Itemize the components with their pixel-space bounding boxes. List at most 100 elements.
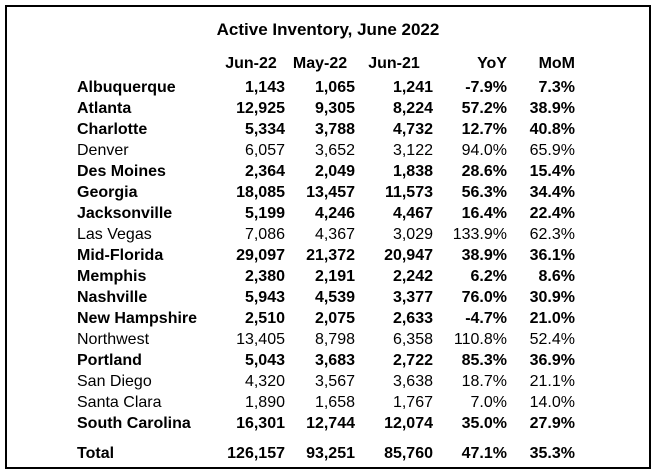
table-cell: 13,405 — [236, 331, 285, 348]
table-cell: 2,191 — [314, 268, 355, 285]
table-cell: 3,638 — [392, 373, 433, 390]
total-row: Total 126,157 93,251 85,760 47.1% 35.3% — [77, 434, 575, 464]
table-row: Denver 6,057 3,652 3,122 94.0% 65.9% — [77, 140, 575, 161]
row-label: Des Moines — [77, 163, 166, 180]
table-row: Albuquerque 1,143 1,065 1,241 -7.9% 7.3% — [77, 77, 575, 98]
table-row: Atlanta 12,925 9,305 8,224 57.2% 38.9% — [77, 98, 575, 119]
table-cell: -4.7% — [465, 310, 507, 327]
table-row: Memphis 2,380 2,191 2,242 6.2% 8.6% — [77, 266, 575, 287]
table-cell: 65.9% — [529, 142, 575, 159]
table-row: Georgia 18,085 13,457 11,573 56.3% 34.4% — [77, 182, 575, 203]
table-cell: 133.9% — [452, 226, 507, 243]
table-row: New Hampshire 2,510 2,075 2,633 -4.7% 21.0% — [77, 308, 575, 329]
table-row: Northwest 13,405 8,798 6,358 110.8% 52.4% — [77, 329, 575, 350]
table-cell: 94.0% — [461, 142, 507, 159]
table-cell: 4,539 — [314, 289, 355, 306]
table-cell: 22.4% — [529, 205, 575, 222]
table-cell: 28.6% — [461, 163, 507, 180]
row-label: Atlanta — [77, 100, 132, 117]
row-label: Jacksonville — [77, 205, 173, 222]
table-cell: 3,122 — [392, 142, 433, 159]
table-cell: 76.0% — [461, 289, 507, 306]
table-cell: -7.9% — [465, 79, 507, 96]
table-cell: 5,943 — [244, 289, 285, 306]
row-label: San Diego — [77, 373, 152, 390]
table-cell: 8,224 — [392, 100, 433, 117]
table-cell: 8,798 — [314, 331, 355, 348]
table-cell: 2,049 — [314, 163, 355, 180]
table-cell: 4,467 — [392, 205, 433, 222]
row-label: Santa Clara — [77, 394, 162, 411]
table-cell: 1,065 — [314, 79, 355, 96]
table-cell: 2,633 — [392, 310, 433, 327]
row-label: Nashville — [77, 289, 148, 306]
header-row: Jun-22 May-22 Jun-21 YoY MoM — [77, 51, 575, 77]
header-mom: MoM — [538, 55, 575, 72]
row-label: Georgia — [77, 184, 138, 201]
table-cell: 4,732 — [392, 121, 433, 138]
table-cell: 2,242 — [392, 268, 433, 285]
table-cell: 4,246 — [314, 205, 355, 222]
table-row: South Carolina 16,301 12,744 12,074 35.0% 27.… — [77, 413, 575, 434]
table-cell: 7.3% — [538, 79, 575, 96]
table-cell: 8.6% — [538, 268, 575, 285]
table-cell: 13,457 — [306, 184, 355, 201]
total-cell: 126,157 — [227, 445, 285, 462]
table-body: Albuquerque 1,143 1,065 1,241 -7.9% 7.3% Atlan… — [77, 77, 575, 434]
table-cell: 11,573 — [384, 184, 433, 201]
table-cell: 4,367 — [314, 226, 355, 243]
table-cell: 3,683 — [314, 352, 355, 369]
total-label: Total — [77, 445, 115, 462]
table-row: San Diego 4,320 3,567 3,638 18.7% 21.1% — [77, 371, 575, 392]
table-cell: 6,057 — [244, 142, 285, 159]
table-cell: 85.3% — [461, 352, 507, 369]
table-cell: 57.2% — [461, 100, 507, 117]
table-cell: 56.3% — [461, 184, 507, 201]
table-cell: 3,567 — [314, 373, 355, 390]
row-label: New Hampshire — [77, 310, 198, 327]
table-cell: 5,043 — [244, 352, 285, 369]
table-cell: 36.9% — [529, 352, 575, 369]
header-may-22: May-22 — [292, 55, 348, 72]
header-jun-21: Jun-21 — [368, 55, 420, 72]
header-yoy: YoY — [477, 55, 507, 72]
table-row: Jacksonville 5,199 4,246 4,467 16.4% 22.4% — [77, 203, 575, 224]
table-title: Active Inventory, June 2022 — [216, 20, 440, 39]
row-label: Mid-Florida — [77, 247, 164, 264]
table-row: Nashville 5,943 4,539 3,377 76.0% 30.9% — [77, 287, 575, 308]
table-cell: 3,652 — [314, 142, 355, 159]
table-row: Mid-Florida 29,097 21,372 20,947 38.9% 36.1% — [77, 245, 575, 266]
table-cell: 35.0% — [461, 415, 507, 432]
row-label: Denver — [77, 142, 129, 159]
table-cell: 27.9% — [529, 415, 575, 432]
table-cell: 29,097 — [236, 247, 285, 264]
row-label: Albuquerque — [77, 79, 176, 96]
table-cell: 38.9% — [529, 100, 575, 117]
table-cell: 18,085 — [236, 184, 285, 201]
table-cell: 34.4% — [529, 184, 575, 201]
table-cell: 3,788 — [314, 121, 355, 138]
table-cell: 110.8% — [453, 331, 507, 348]
header-jun-22: Jun-22 — [225, 55, 277, 72]
row-label: Memphis — [77, 268, 147, 285]
table-cell: 52.4% — [529, 331, 575, 348]
table-cell: 20,947 — [384, 247, 433, 264]
table-cell: 38.9% — [461, 247, 507, 264]
total-cell: 47.1% — [461, 445, 507, 462]
row-label: South Carolina — [77, 415, 191, 432]
table-row: Santa Clara 1,890 1,658 1,767 7.0% 14.0% — [77, 392, 575, 413]
table-cell: 1,658 — [314, 394, 355, 411]
table-cell: 3,377 — [392, 289, 433, 306]
table-cell: 12,744 — [306, 415, 355, 432]
table-cell: 16,301 — [236, 415, 285, 432]
row-label: Northwest — [77, 331, 150, 348]
table-cell: 30.9% — [529, 289, 575, 306]
table-cell: 21.0% — [529, 310, 575, 327]
table-cell: 18.7% — [461, 373, 507, 390]
table-cell: 2,075 — [314, 310, 355, 327]
row-label: Portland — [77, 352, 142, 369]
table-cell: 2,510 — [244, 310, 285, 327]
table-cell: 14.0% — [529, 394, 575, 411]
total-cell: 35.3% — [529, 445, 575, 462]
table-cell: 5,334 — [244, 121, 285, 138]
